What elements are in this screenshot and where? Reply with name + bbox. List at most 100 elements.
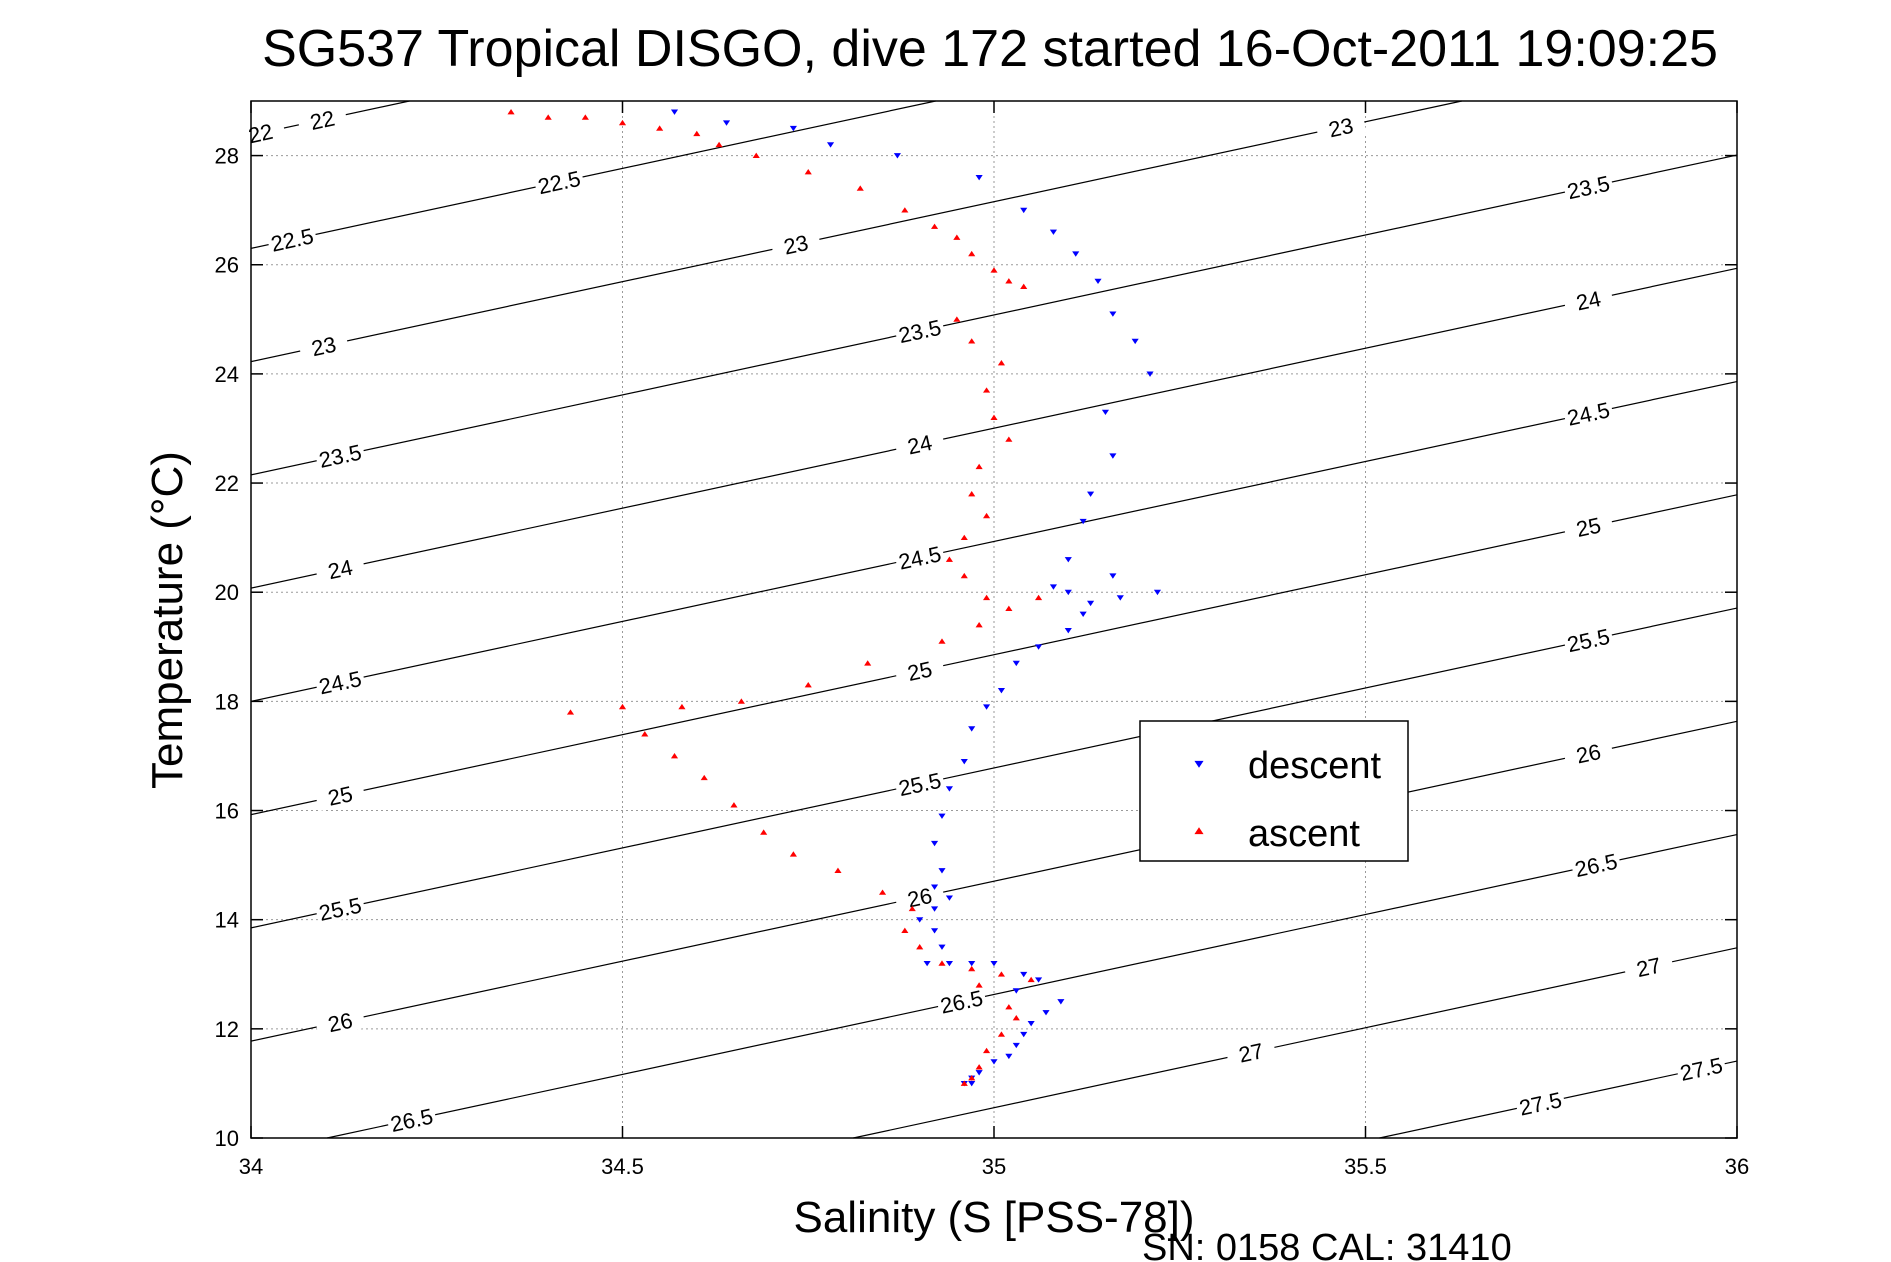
grid-lines	[251, 101, 1737, 1138]
contour-label: 26	[1574, 739, 1603, 769]
contour-label: 23	[309, 332, 338, 362]
ascent-point	[901, 927, 909, 934]
descent-point	[1049, 229, 1058, 235]
contour-label: 24	[905, 430, 934, 460]
contour-label-bg	[1562, 622, 1615, 656]
x-tick-label: 35.5	[1344, 1154, 1387, 1179]
descent-point	[930, 928, 939, 934]
contour-label-bg	[1314, 109, 1367, 143]
contour-label-bg	[385, 1102, 438, 1136]
contour-label: 24	[1574, 286, 1603, 316]
contour-label: 24.5	[896, 541, 943, 574]
density-contour-line	[250, 380, 1738, 702]
descent-point	[930, 906, 939, 912]
ascent-point	[983, 512, 991, 519]
descent-point	[1012, 1042, 1020, 1049]
contour-label-bg	[313, 1004, 366, 1038]
ascent-point	[983, 594, 991, 601]
descent-point	[1079, 611, 1087, 617]
ascent-point	[670, 753, 679, 759]
ascent-point	[983, 1047, 991, 1054]
ascent-point	[960, 534, 968, 541]
descent-point	[923, 960, 931, 967]
contour-label: 27.5	[1678, 1053, 1725, 1086]
legend-descent-triangle	[1194, 760, 1204, 768]
y-tick-label: 28	[215, 144, 239, 169]
x-tick-label: 36	[1725, 1154, 1749, 1179]
descent-point	[916, 917, 924, 923]
ascent-point	[544, 114, 552, 120]
descent-point	[968, 1081, 976, 1087]
contour-label: 26	[326, 1008, 355, 1038]
ascent-point	[856, 185, 864, 191]
ascent-point	[990, 267, 998, 273]
ascent-point	[975, 622, 983, 628]
contour-label: 25.5	[317, 892, 364, 925]
contour-label-bg	[313, 890, 366, 925]
ascent-point	[901, 207, 909, 213]
contour-label: 25	[905, 656, 934, 686]
descent-point	[1087, 491, 1095, 497]
contour-label: 27	[1634, 953, 1663, 983]
descent-series	[670, 109, 1162, 1087]
ascent-point	[878, 889, 887, 895]
ascent-point	[1035, 594, 1043, 601]
legend-box	[1139, 720, 1409, 862]
ascent-point	[953, 234, 961, 240]
density-contour-line	[326, 833, 1738, 1139]
descent-point	[1035, 977, 1043, 983]
descent-point	[1064, 589, 1072, 596]
contour-label: 26	[905, 883, 934, 913]
data-series	[507, 108, 1162, 1087]
contour-label-bg	[297, 328, 350, 362]
density-contour-line	[250, 607, 1738, 929]
contour-label-bg	[1514, 1085, 1567, 1120]
descent-point	[1131, 338, 1139, 345]
contour-label-bg	[769, 226, 822, 261]
contour-label-bg	[1562, 169, 1615, 203]
x-axis-label: Salinity (S [PSS-78])	[793, 1193, 1194, 1242]
descent-point	[975, 175, 983, 181]
chart-title: SG537 Tropical DISGO, dive 172 started 1…	[262, 20, 1718, 78]
ascent-point	[1005, 1004, 1013, 1010]
ascent-point	[730, 802, 738, 808]
ascent-point	[618, 703, 627, 710]
descent-point	[1042, 1010, 1050, 1016]
ascent-point	[641, 731, 649, 737]
ascent-point	[968, 965, 976, 972]
descent-point	[893, 153, 901, 159]
ascent-point	[916, 944, 924, 950]
ascent-series	[507, 108, 1043, 1086]
contour-label: 24.5	[317, 666, 364, 699]
descent-point	[968, 960, 976, 967]
contour-label-bg	[893, 426, 946, 460]
ascent-point	[1027, 976, 1035, 983]
ascent-point	[789, 851, 797, 857]
descent-point	[990, 1059, 998, 1065]
ascent-point	[960, 1080, 968, 1086]
contour-label-bg	[893, 652, 946, 687]
descent-point	[1027, 1020, 1035, 1027]
y-tick-label: 10	[215, 1126, 239, 1151]
descent-point	[960, 759, 968, 765]
descent-point	[990, 960, 998, 967]
contour-label: 22.5	[269, 223, 316, 256]
ascent-point	[968, 338, 976, 344]
contour-label: 26.5	[938, 985, 985, 1018]
y-tick-label: 22	[215, 471, 239, 496]
axes: 34 34.5 35 35.5 36 10 12 14 16 18 20 22 24 26 28	[215, 101, 1749, 1179]
density-contour-line	[853, 947, 1738, 1139]
descent-point	[670, 109, 679, 115]
descent-point	[826, 142, 835, 148]
ascent-point	[804, 682, 812, 688]
x-tick-label: 34.5	[601, 1154, 644, 1179]
contour-label: 25.5	[1565, 624, 1612, 657]
contour-label: 25	[1574, 512, 1603, 542]
legend-ascent-triangle	[1194, 827, 1204, 835]
ascent-point	[1020, 283, 1028, 289]
ascent-point	[908, 905, 916, 912]
density-contour-line	[250, 100, 936, 249]
contour-label: 22	[308, 105, 337, 135]
descent-point	[975, 1070, 983, 1076]
descent-point	[938, 813, 946, 819]
